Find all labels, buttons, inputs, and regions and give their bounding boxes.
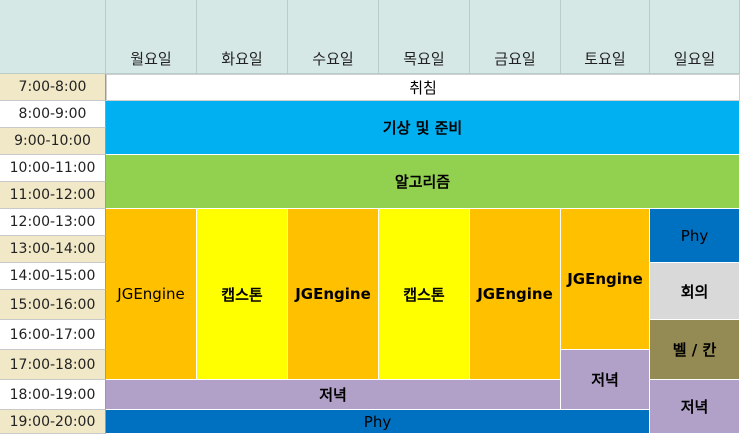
event-bel-kan-sun[interactable]: 벨 / 칸 [650, 320, 740, 380]
time-label: 12:00-13:00 [0, 209, 106, 236]
event-meeting-sun[interactable]: 회의 [650, 263, 740, 320]
time-label: 18:00-19:00 [0, 380, 106, 410]
event-dinner-sat[interactable]: 저녁 [561, 350, 650, 410]
event-phy-sun[interactable]: Phy [650, 209, 740, 263]
event-capstone-thu[interactable]: 캡스톤 [379, 209, 470, 380]
day-header-wed: 수요일 [288, 0, 379, 74]
day-header-thu: 목요일 [379, 0, 470, 74]
time-label: 10:00-11:00 [0, 155, 106, 182]
event-wake-up-prep[interactable]: 기상 및 준비 [106, 101, 740, 155]
event-sleep[interactable]: 취침 [106, 74, 740, 101]
event-jgengine-fri[interactable]: JGEngine [470, 209, 561, 380]
time-label: 9:00-10:00 [0, 128, 106, 155]
time-label: 13:00-14:00 [0, 236, 106, 263]
event-jgengine-sat[interactable]: JGEngine [561, 209, 650, 350]
event-jgengine-mon[interactable]: JGEngine [106, 209, 197, 380]
time-label: 14:00-15:00 [0, 263, 106, 290]
time-label: 7:00-8:00 [0, 74, 106, 101]
day-header-fri: 금요일 [470, 0, 561, 74]
event-capstone-tue[interactable]: 캡스톤 [197, 209, 288, 380]
event-phy-evening[interactable]: Phy [106, 410, 650, 434]
event-algorithm[interactable]: 알고리즘 [106, 155, 740, 209]
time-label: 15:00-16:00 [0, 290, 106, 320]
corner-cell [0, 0, 106, 74]
event-dinner-sun[interactable]: 저녁 [650, 380, 740, 434]
time-label: 19:00-20:00 [0, 410, 106, 434]
day-header-tue: 화요일 [197, 0, 288, 74]
day-header-mon: 월요일 [106, 0, 197, 74]
event-dinner-weekday[interactable]: 저녁 [106, 380, 561, 410]
time-label: 16:00-17:00 [0, 320, 106, 350]
time-label: 17:00-18:00 [0, 350, 106, 380]
day-header-sat: 토요일 [561, 0, 650, 74]
day-header-sun: 일요일 [650, 0, 740, 74]
event-jgengine-wed[interactable]: JGEngine [288, 209, 379, 380]
time-label: 8:00-9:00 [0, 101, 106, 128]
time-label: 11:00-12:00 [0, 182, 106, 209]
